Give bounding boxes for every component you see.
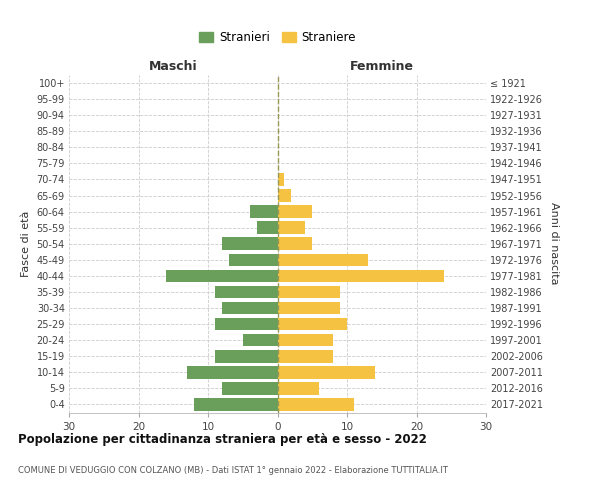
Bar xyxy=(277,286,340,298)
Bar xyxy=(222,382,277,394)
Bar xyxy=(277,382,319,394)
Bar xyxy=(222,302,277,314)
Text: Maschi: Maschi xyxy=(149,60,197,72)
Bar xyxy=(277,318,347,330)
Y-axis label: Anni di nascita: Anni di nascita xyxy=(549,202,559,285)
Bar xyxy=(277,206,312,218)
Bar xyxy=(222,238,277,250)
Legend: Stranieri, Straniere: Stranieri, Straniere xyxy=(196,28,359,46)
Bar xyxy=(229,254,277,266)
Text: Popolazione per cittadinanza straniera per età e sesso - 2022: Popolazione per cittadinanza straniera p… xyxy=(18,432,427,446)
Bar xyxy=(277,254,368,266)
Bar xyxy=(187,366,277,378)
Bar xyxy=(215,350,277,362)
Bar xyxy=(215,318,277,330)
Bar xyxy=(250,206,277,218)
Text: COMUNE DI VEDUGGIO CON COLZANO (MB) - Dati ISTAT 1° gennaio 2022 - Elaborazione : COMUNE DI VEDUGGIO CON COLZANO (MB) - Da… xyxy=(18,466,448,475)
Bar xyxy=(277,270,444,282)
Bar xyxy=(277,173,284,186)
Bar xyxy=(277,334,333,346)
Bar xyxy=(194,398,277,410)
Bar xyxy=(243,334,277,346)
Bar xyxy=(277,350,333,362)
Bar xyxy=(166,270,277,282)
Bar xyxy=(277,302,340,314)
Bar xyxy=(277,190,292,202)
Bar xyxy=(257,222,277,234)
Y-axis label: Fasce di età: Fasce di età xyxy=(21,210,31,277)
Bar xyxy=(277,238,312,250)
Text: Femmine: Femmine xyxy=(350,60,414,72)
Bar xyxy=(277,398,354,410)
Bar xyxy=(215,286,277,298)
Bar xyxy=(277,366,375,378)
Bar xyxy=(277,222,305,234)
